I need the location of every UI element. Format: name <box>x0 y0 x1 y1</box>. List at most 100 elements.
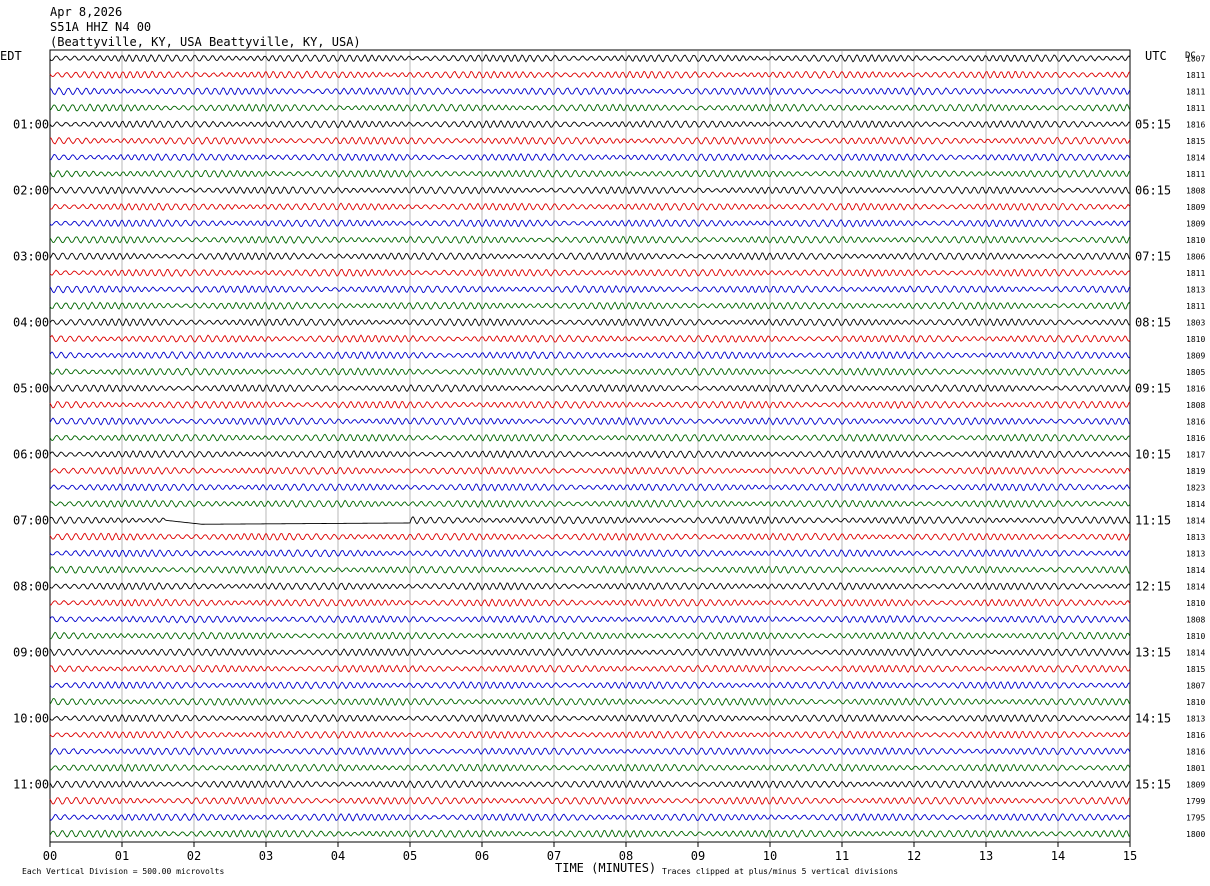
trace-row-14 <box>49 284 1131 294</box>
x-tick-label: 12 <box>907 849 921 863</box>
dc-offset-label: 1810 <box>1186 599 1205 608</box>
trace-row-21 <box>49 400 1131 410</box>
dc-offset-label: 1813 <box>1186 285 1205 294</box>
dc-offset-label: 1810 <box>1186 698 1205 707</box>
dc-offset-label: 1809 <box>1186 203 1205 212</box>
trace-row-41 <box>49 730 1130 739</box>
trace-row-11 <box>49 235 1131 245</box>
trace-row-32 <box>49 581 1131 591</box>
scale-note: Each Vertical Division = 500.00 microvol… <box>22 867 224 876</box>
left-hour-label: 05:00 <box>13 381 49 395</box>
left-timezone-label: EDT <box>0 49 22 63</box>
right-hour-label: 08:15 <box>1135 315 1171 329</box>
trace-row-30 <box>49 548 1131 558</box>
dc-offset-label: 1811 <box>1186 269 1205 278</box>
dc-offset-label: 1808 <box>1186 401 1205 410</box>
left-hour-label: 04:00 <box>13 315 49 329</box>
trace-row-47 <box>49 829 1131 839</box>
left-hour-label: 10:00 <box>13 711 49 725</box>
trace-row-29 <box>49 532 1131 541</box>
right-hour-label: 07:15 <box>1135 249 1171 263</box>
dc-offset-label: 1811 <box>1186 104 1205 113</box>
x-axis-label: TIME (MINUTES) <box>555 861 656 875</box>
trace-row-27 <box>49 499 1131 509</box>
x-tick-label: 01 <box>115 849 129 863</box>
dc-offset-label: 1817 <box>1186 450 1205 459</box>
right-hour-label: 13:15 <box>1135 645 1171 659</box>
trace-row-35 <box>50 631 1131 640</box>
left-hour-label: 08:00 <box>13 579 49 593</box>
left-hour-label: 02:00 <box>13 183 49 197</box>
x-tick-label: 03 <box>259 849 273 863</box>
right-timezone-label: UTC <box>1145 49 1167 63</box>
right-hour-label: 06:15 <box>1135 183 1171 197</box>
dc-offset-label: 1814 <box>1186 566 1205 575</box>
trace-rows <box>49 54 1131 839</box>
right-hour-label: 15:15 <box>1135 777 1171 791</box>
trace-row-28 <box>49 515 1131 525</box>
dc-offset-label: 1799 <box>1186 797 1205 806</box>
trace-row-34 <box>49 614 1131 624</box>
dc-offset-label: 1795 <box>1186 813 1205 822</box>
dc-offset-label: 1811 <box>1186 71 1205 80</box>
x-tick-label: 11 <box>835 849 849 863</box>
dc-offset-label: 1816 <box>1186 434 1205 443</box>
left-hour-label: 09:00 <box>13 645 49 659</box>
plot-frame <box>49 49 1131 843</box>
trace-row-39 <box>49 697 1131 707</box>
x-tick-label: 06 <box>475 849 489 863</box>
clip-note: Traces clipped at plus/minus 5 vertical … <box>662 867 898 876</box>
minute-gridlines <box>121 50 1059 842</box>
trace-row-3 <box>49 103 1131 112</box>
left-hour-label: 01:00 <box>13 117 49 131</box>
dc-offset-label: 1810 <box>1186 632 1205 641</box>
x-tick-label: 04 <box>331 849 345 863</box>
date-label: Apr 8,2026 <box>50 5 122 19</box>
dc-offset-label: 1809 <box>1186 780 1205 789</box>
x-tick-label: 07 <box>547 849 561 863</box>
x-tick-label: 14 <box>1051 849 1065 863</box>
trace-row-13 <box>49 268 1131 278</box>
dc-offset-label: 1808 <box>1186 186 1205 195</box>
trace-row-40 <box>49 714 1131 723</box>
dc-offset-label: 1823 <box>1186 483 1205 492</box>
dc-offset-label: 1813 <box>1186 549 1205 558</box>
trace-row-1 <box>49 70 1131 79</box>
x-tick-label: 00 <box>43 849 57 863</box>
x-tick-label: 09 <box>691 849 705 863</box>
trace-row-22 <box>49 416 1131 426</box>
dc-offset-label: 1816 <box>1186 120 1205 129</box>
right-hour-label: 09:15 <box>1135 381 1171 395</box>
x-tick-label: 10 <box>763 849 777 863</box>
dc-offset-label: 1805 <box>1186 368 1205 377</box>
dc-offset-label: 1815 <box>1186 137 1205 146</box>
x-tick-label: 05 <box>403 849 417 863</box>
dc-offset-label: 1816 <box>1186 747 1205 756</box>
dc-offset-label: 1807 <box>1186 681 1205 690</box>
dc-offset-label: 1813 <box>1186 714 1205 723</box>
dc-offset-label: 1816 <box>1186 384 1205 393</box>
trace-row-46 <box>49 812 1131 822</box>
trace-row-12 <box>49 251 1131 261</box>
dc-offset-label: 1814 <box>1186 516 1205 525</box>
dc-offset-label: 1819 <box>1186 467 1205 476</box>
right-hour-label: 14:15 <box>1135 711 1171 725</box>
trace-row-31 <box>49 565 1131 574</box>
x-tick-label: 15 <box>1123 849 1137 863</box>
dc-offset-label: 1809 <box>1186 351 1205 360</box>
trace-row-6 <box>49 153 1131 162</box>
left-hour-label: 03:00 <box>13 249 49 263</box>
dc-offset-label: 1811 <box>1186 170 1205 179</box>
dc-offset-labels: 1807 1811 1811 1811 1816 1815 1814 1811 1808 1809… <box>1186 54 1205 839</box>
dc-offset-label: 1808 <box>1186 615 1205 624</box>
dc-offset-label: 1810 <box>1186 236 1205 245</box>
trace-row-16 <box>49 318 1131 327</box>
trace-row-20 <box>49 384 1131 393</box>
trace-row-19 <box>49 367 1131 377</box>
dc-offset-label: 1814 <box>1186 153 1205 162</box>
dc-offset-label: 1801 <box>1186 764 1205 773</box>
dc-offset-label: 1814 <box>1186 582 1205 591</box>
trace-row-0 <box>49 54 1131 63</box>
trace-row-37 <box>49 664 1131 673</box>
trace-row-38 <box>49 681 1131 690</box>
